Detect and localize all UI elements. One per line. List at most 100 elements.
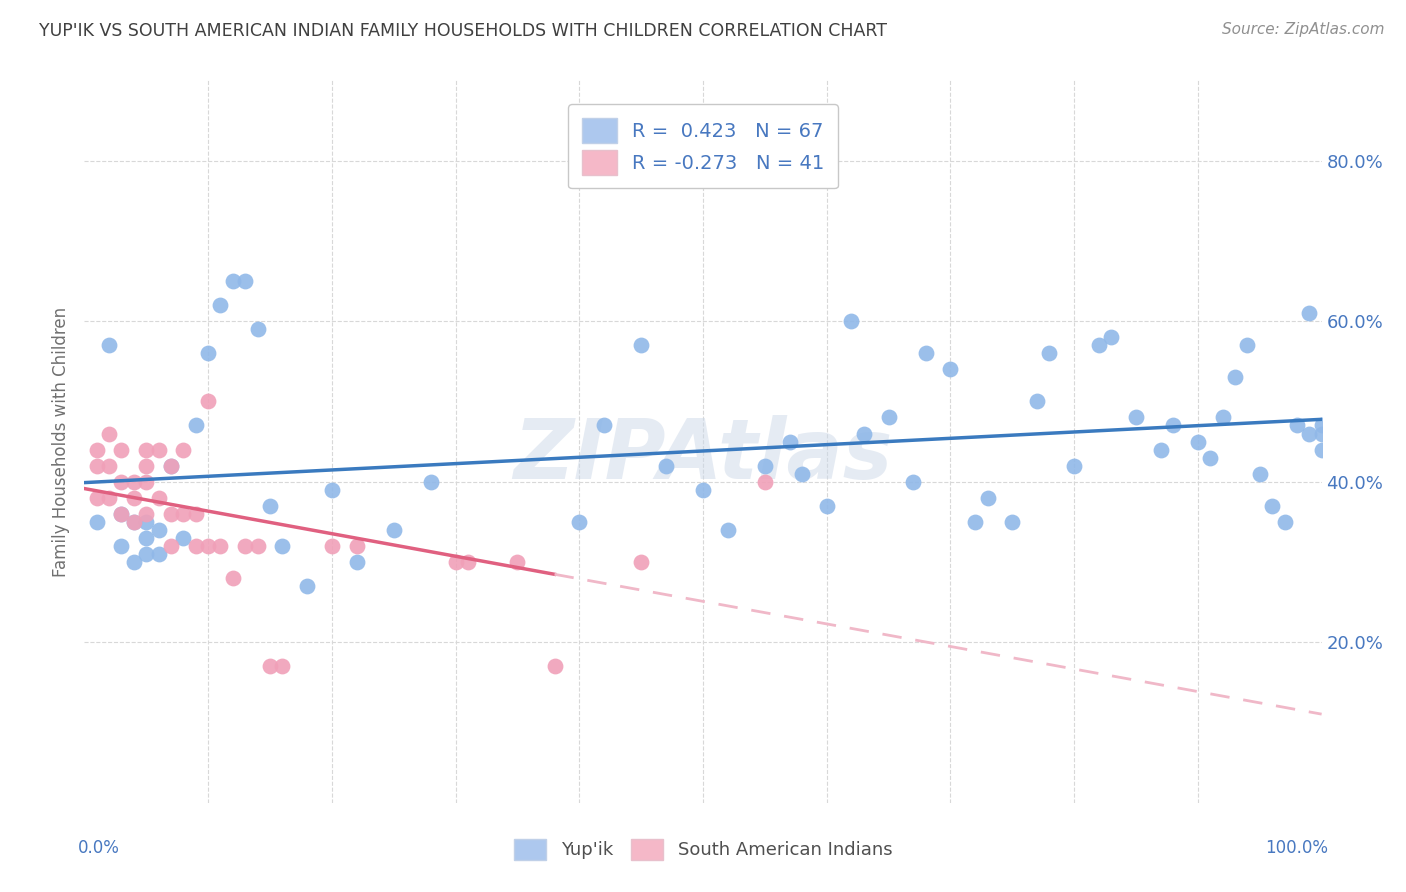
Point (346, 539, 368, 553)
Point (160, 458, 183, 473)
Point (160, 539, 183, 553)
Point (209, 539, 232, 553)
Point (1274, 515, 1296, 529)
Point (197, 539, 219, 553)
Point (903, 475, 925, 489)
Point (122, 555, 145, 569)
Point (209, 298, 232, 312)
Point (148, 547, 170, 561)
Point (172, 442, 194, 457)
Point (122, 491, 145, 505)
Legend: Yup'ik, South American Indians: Yup'ik, South American Indians (506, 831, 900, 867)
Point (1199, 450, 1222, 465)
Point (717, 523, 740, 537)
Point (779, 434, 801, 449)
Point (135, 442, 157, 457)
Text: 0.0%: 0.0% (79, 838, 120, 857)
Point (1187, 434, 1209, 449)
Point (1236, 338, 1258, 352)
Point (321, 483, 343, 497)
Point (655, 458, 678, 473)
Point (122, 515, 145, 529)
Point (754, 458, 776, 473)
Point (321, 539, 343, 553)
Point (160, 458, 183, 473)
Text: Source: ZipAtlas.com: Source: ZipAtlas.com (1222, 22, 1385, 37)
Point (506, 555, 529, 569)
Point (259, 499, 281, 513)
Point (172, 507, 194, 521)
Point (1261, 499, 1284, 513)
Point (135, 458, 157, 473)
Point (1310, 426, 1333, 441)
Point (841, 314, 863, 328)
Point (233, 539, 256, 553)
Point (444, 555, 467, 569)
Point (122, 515, 145, 529)
Point (630, 338, 652, 352)
Point (346, 555, 368, 569)
Point (1150, 442, 1173, 457)
Point (1063, 458, 1085, 473)
Point (98, 458, 121, 473)
Point (110, 507, 132, 521)
Text: ZIPAtlas: ZIPAtlas (513, 416, 893, 497)
Point (98, 491, 121, 505)
Point (110, 442, 132, 457)
Text: YUP'IK VS SOUTH AMERICAN INDIAN FAMILY HOUSEHOLDS WITH CHILDREN CORRELATION CHAR: YUP'IK VS SOUTH AMERICAN INDIAN FAMILY H… (39, 22, 887, 40)
Point (1099, 330, 1122, 344)
Point (914, 346, 936, 360)
Point (197, 394, 219, 409)
Point (877, 410, 900, 425)
Point (184, 507, 207, 521)
Point (222, 571, 245, 585)
Point (1249, 467, 1271, 481)
Point (457, 555, 479, 569)
Point (110, 475, 132, 489)
Point (135, 547, 157, 561)
Point (568, 515, 591, 529)
Point (184, 418, 207, 433)
Point (1310, 418, 1333, 433)
Point (110, 539, 132, 553)
Point (98, 426, 121, 441)
Point (246, 322, 269, 336)
Point (233, 274, 256, 288)
Point (1285, 418, 1308, 433)
Point (86, 515, 108, 529)
Point (543, 659, 565, 673)
Point (86, 458, 108, 473)
Point (110, 507, 132, 521)
Point (295, 579, 318, 593)
Point (172, 531, 194, 545)
Point (246, 539, 269, 553)
Point (135, 531, 157, 545)
Point (86, 491, 108, 505)
Point (1298, 426, 1320, 441)
Point (965, 515, 987, 529)
Point (382, 523, 405, 537)
Point (259, 659, 281, 673)
Point (160, 507, 183, 521)
Point (197, 346, 219, 360)
Legend: R =  0.423   N = 67, R = -0.273   N = 41: R = 0.423 N = 67, R = -0.273 N = 41 (568, 104, 838, 188)
Point (122, 475, 145, 489)
Point (1161, 418, 1184, 433)
Point (1298, 306, 1320, 320)
Point (271, 659, 294, 673)
Point (1310, 442, 1333, 457)
Point (976, 491, 998, 505)
Point (148, 442, 170, 457)
Point (630, 555, 652, 569)
Point (754, 475, 776, 489)
Point (790, 467, 813, 481)
Point (815, 499, 838, 513)
Point (1223, 370, 1246, 384)
Point (148, 491, 170, 505)
Point (1125, 410, 1147, 425)
Point (98, 338, 121, 352)
Point (1212, 410, 1234, 425)
Point (419, 475, 441, 489)
Point (1026, 394, 1049, 409)
Point (222, 274, 245, 288)
